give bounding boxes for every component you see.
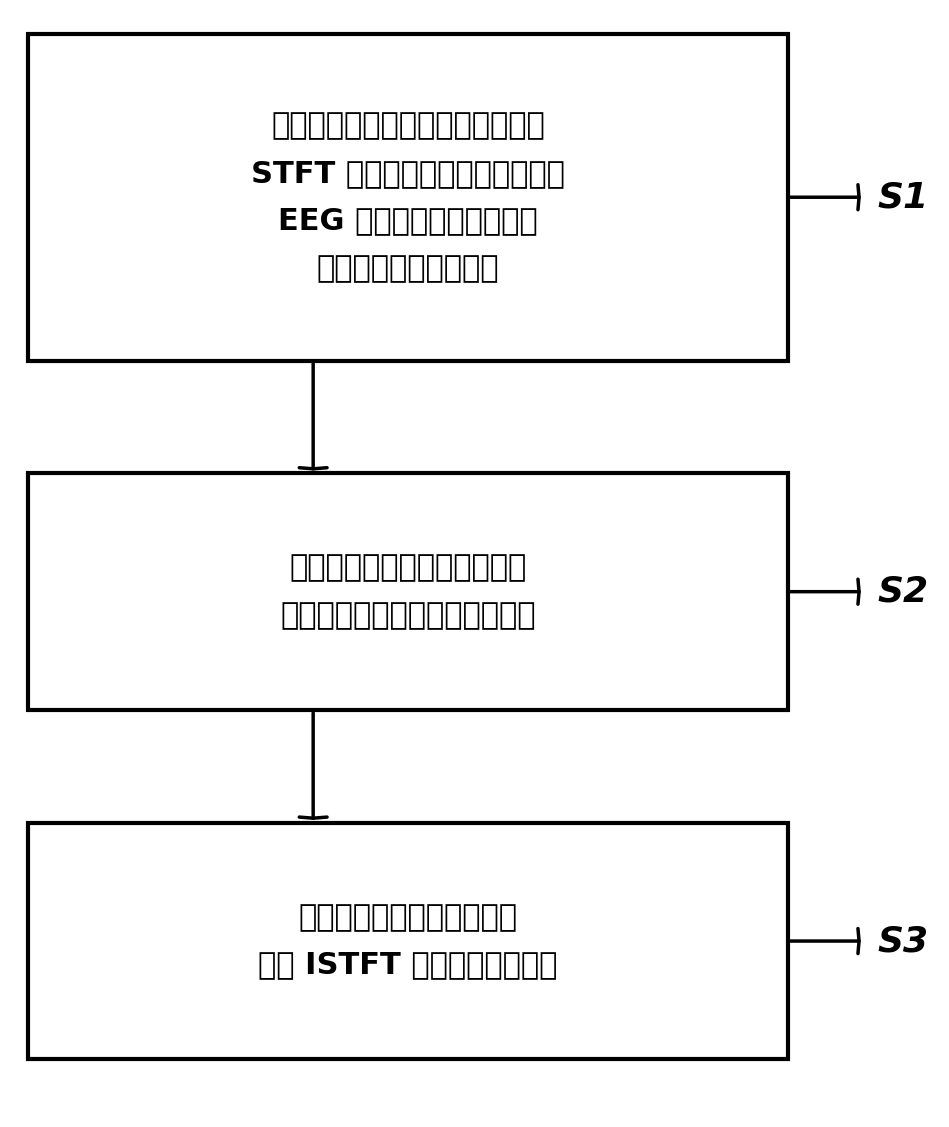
Text: S2: S2 [878,575,929,609]
Text: S1: S1 [878,180,929,214]
Text: S3: S3 [878,924,929,958]
Bar [28,34,788,361]
Bar [28,823,788,1059]
Text: 应用所设计的波束形成器以
经由 ISTFT 合成波束形成输出: 应用所设计的波束形成器以 经由 ISTFT 合成波束形成输出 [258,903,558,979]
Text: 适当变换的信号被组合以利用
规定的优化标准设计波束形成器: 适当变换的信号被组合以利用 规定的优化标准设计波束形成器 [280,553,536,630]
Text: 麦克风处接收的输入语音信号通过
STFT 适当地变换至时频域，以及
EEG 信号通过预训练的线性
变换适当地变换至时域: 麦克风处接收的输入语音信号通过 STFT 适当地变换至时频域，以及 EEG 信号… [251,112,565,283]
Bar [28,473,788,710]
